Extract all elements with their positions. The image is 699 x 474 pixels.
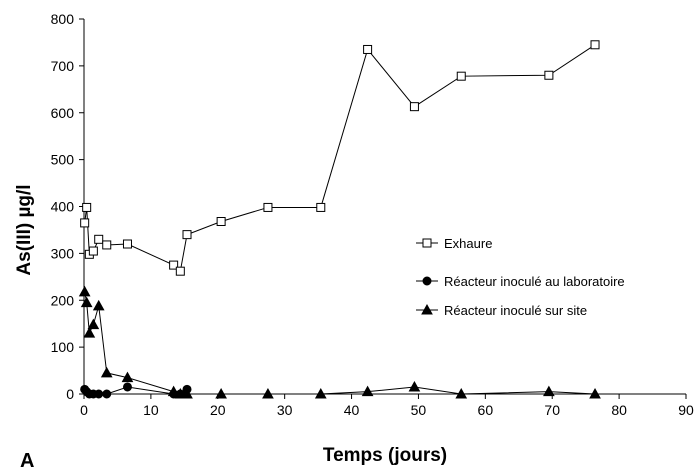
legend-label: Réacteur inoculé au laboratoire xyxy=(444,274,625,289)
data-point xyxy=(82,202,92,212)
y-tick-label: 600 xyxy=(51,105,75,121)
x-tick-label: 0 xyxy=(80,402,88,418)
data-point xyxy=(83,327,96,338)
data-point xyxy=(78,285,91,297)
data-point xyxy=(216,217,226,226)
series-reacteur-inocule-au-laboratoire xyxy=(80,382,192,399)
x-tick-label: 60 xyxy=(478,402,494,418)
x-tick-label: 10 xyxy=(143,402,159,418)
data-point xyxy=(92,299,105,311)
y-tick-label: 700 xyxy=(51,58,75,74)
x-tick-label: 20 xyxy=(210,402,226,418)
panel-label: A xyxy=(20,450,34,469)
legend-label: Réacteur inoculé sur site xyxy=(444,303,587,318)
y-tick-label: 100 xyxy=(51,339,75,355)
y-tick-label: 200 xyxy=(51,292,75,308)
axes: 0 100 200 300 400 500 600 700 800 0 10 20 30 40 50 60 70… xyxy=(51,11,694,418)
y-tick-label: 0 xyxy=(66,386,74,402)
data-point xyxy=(94,389,104,399)
legend: Exhaure Réacteur inoculé au laboratoire Ré… xyxy=(416,236,625,318)
data-point xyxy=(80,218,90,228)
data-point xyxy=(408,380,421,392)
data-point xyxy=(361,385,374,397)
legend-item: Réacteur inoculé au laboratoire xyxy=(416,274,625,289)
data-point xyxy=(182,230,192,240)
data-point xyxy=(455,387,468,399)
data-point xyxy=(175,389,185,399)
data-point xyxy=(122,239,132,249)
legend-item: Exhaure xyxy=(416,236,492,251)
series-layer xyxy=(78,40,601,399)
x-tick-label: 90 xyxy=(678,402,694,418)
data-point xyxy=(215,387,227,399)
x-tick-label: 30 xyxy=(277,402,293,418)
data-point xyxy=(363,44,373,54)
data-point xyxy=(409,102,419,112)
y-tick-label: 800 xyxy=(51,11,75,27)
y-tick-label: 500 xyxy=(51,152,75,168)
data-point xyxy=(122,382,132,392)
data-point xyxy=(314,387,327,399)
data-point xyxy=(590,40,600,50)
data-point xyxy=(543,385,555,397)
y-tick-label: 400 xyxy=(51,199,75,215)
data-point xyxy=(544,70,554,80)
legend-item: Réacteur inoculé sur site xyxy=(416,303,587,318)
x-tick-label: 50 xyxy=(411,402,427,418)
legend-marker xyxy=(422,238,432,248)
data-point xyxy=(102,240,112,250)
y-tick-label: 300 xyxy=(51,245,75,261)
data-point xyxy=(263,202,273,212)
series-line xyxy=(84,44,596,273)
data-point xyxy=(80,296,93,308)
legend-marker xyxy=(422,276,432,286)
y-axis-label: As(III) µg/l xyxy=(14,184,35,275)
data-point xyxy=(121,371,134,383)
x-tick-label: 80 xyxy=(611,402,627,418)
data-point xyxy=(262,387,274,399)
legend-marker xyxy=(421,303,433,315)
x-tick-label: 70 xyxy=(544,402,560,418)
x-axis-label: Temps (jours) xyxy=(323,445,447,466)
data-point xyxy=(87,318,100,330)
x-tick-label: 40 xyxy=(344,402,360,418)
data-point xyxy=(182,384,192,394)
data-point xyxy=(94,234,104,244)
series-exhaure xyxy=(80,40,600,276)
legend-label: Exhaure xyxy=(444,236,492,251)
data-point xyxy=(456,71,466,81)
data-point xyxy=(102,389,112,399)
data-point xyxy=(100,366,113,378)
data-point xyxy=(589,387,601,399)
data-point xyxy=(169,260,179,270)
data-point xyxy=(316,202,326,212)
data-point xyxy=(88,246,98,256)
data-point xyxy=(175,266,185,276)
